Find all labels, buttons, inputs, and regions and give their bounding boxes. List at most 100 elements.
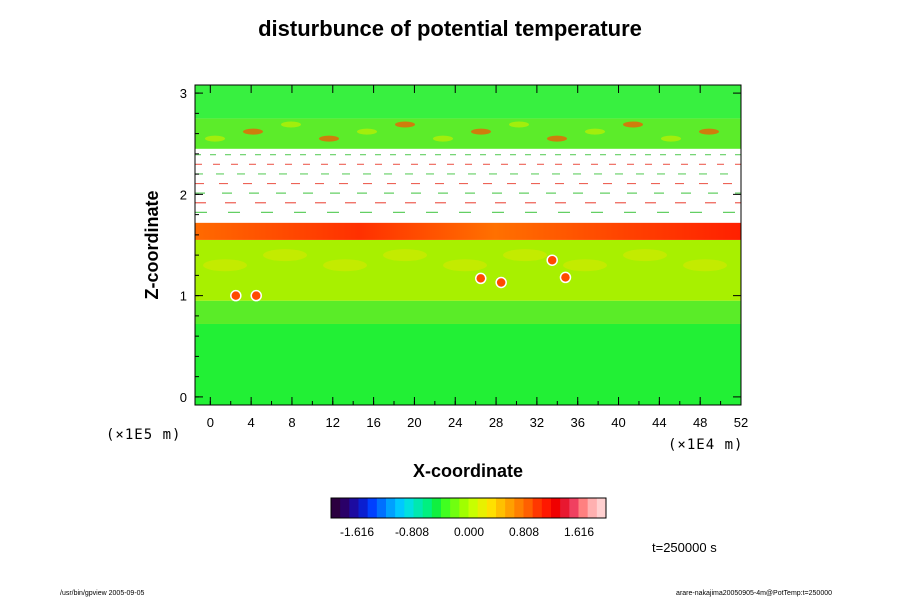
footer-right: arare-nakajima20050905-4m@PotTemp:t=2500… [676, 590, 832, 597]
y-axis: 0 1 2 3 [180, 86, 741, 405]
colorbar-swatch [468, 498, 479, 518]
time-label: t=250000 s [652, 540, 717, 555]
colorbar-swatch [587, 498, 598, 518]
x-tick-label: 8 [288, 415, 295, 430]
x-axis-unit: (×1E4 m) [668, 437, 743, 453]
field-band-0 [195, 323, 741, 405]
colorbar-swatch [551, 498, 561, 518]
colorbar-swatch [331, 498, 341, 518]
field-blob [395, 121, 415, 128]
colorbar-swatch [431, 498, 442, 518]
colorbar-swatch [395, 498, 405, 518]
field-blob [319, 135, 339, 142]
field-blob [509, 121, 529, 128]
colorbar-swatch [560, 498, 570, 518]
hot-spot [559, 271, 572, 284]
footer-left: /usr/bin/gpview 2005-09-05 [60, 590, 145, 597]
field-band-1 [195, 300, 741, 324]
field-plume [443, 259, 487, 272]
field-blob [623, 121, 643, 128]
x-axis-title: X-coordinate [413, 461, 523, 481]
x-tick-label: 16 [366, 415, 380, 430]
colorbar-swatch [477, 498, 488, 518]
hot-spot [546, 254, 558, 266]
colorbar-swatch [541, 498, 552, 518]
colorbar-swatch [404, 498, 414, 518]
colorbar-swatch [578, 498, 589, 518]
colorbar-swatch [340, 498, 350, 518]
heatmap-field [195, 85, 741, 405]
colorbar-tick-label: 0.808 [509, 525, 539, 539]
field-plume [683, 259, 727, 272]
x-axis: 0 4 8 12 16 20 24 28 32 36 40 44 48 52 [207, 85, 748, 430]
colorbar-tick-label: 0.000 [454, 525, 484, 539]
plot-frame [194, 84, 742, 406]
field-plume [323, 259, 367, 272]
colorbar-frame [330, 497, 607, 519]
colorbar-swatch [422, 498, 433, 518]
colorbar-tick-label: 1.616 [564, 525, 594, 539]
colorbar-swatch [523, 498, 534, 518]
hot-spot [475, 272, 487, 285]
field-band-4 [195, 148, 741, 223]
field-blob [585, 128, 605, 135]
y-axis-title: Z-coordinate [142, 190, 162, 299]
colorbar-swatch [413, 498, 424, 518]
x-tick-label: 32 [530, 415, 544, 430]
y-axis-unit: (×1E5 m) [106, 427, 181, 443]
field-plume [383, 249, 427, 262]
x-tick-label: 52 [734, 415, 748, 430]
colorbar-tick-label: -1.616 [340, 525, 374, 539]
field-blob [471, 128, 491, 135]
colorbar-swatch [376, 498, 387, 518]
colorbar-swatch [596, 498, 607, 518]
colorbar-swatch [367, 498, 378, 518]
colorbar-swatch [450, 498, 460, 518]
hot-spot [495, 276, 507, 289]
field-plume [563, 259, 607, 272]
field-band-3 [195, 222, 741, 240]
field-blob [547, 135, 567, 142]
x-tick-label: 4 [248, 415, 255, 430]
x-tick-label: 24 [448, 415, 462, 430]
y-tick-label: 2 [180, 187, 187, 202]
colorbar-swatch [459, 498, 469, 518]
field-blob [281, 121, 301, 128]
field-blob [661, 135, 681, 142]
colorbar-tick-label: -0.808 [395, 525, 429, 539]
x-tick-label: 28 [489, 415, 503, 430]
field-blob [205, 135, 225, 142]
field-plume [203, 259, 247, 272]
x-tick-label: 20 [407, 415, 421, 430]
x-tick-label: 0 [207, 415, 214, 430]
colorbar-swatch [486, 498, 497, 518]
field-band-6 [195, 85, 741, 119]
x-tick-label: 12 [326, 415, 340, 430]
y-tick-label: 0 [180, 390, 187, 405]
field-plume [503, 249, 547, 262]
x-tick-label: 40 [611, 415, 625, 430]
colorbar-swatch [532, 498, 543, 518]
colorbar-swatch [496, 498, 506, 518]
colorbar-swatch [569, 498, 579, 518]
y-tick-label: 1 [180, 289, 187, 304]
field-blob [699, 128, 719, 135]
y-tick-label: 3 [180, 86, 187, 101]
colorbar-swatch [386, 498, 396, 518]
colorbar-swatch [349, 498, 359, 518]
field-band-5 [195, 118, 741, 149]
colorbar-swatch [358, 498, 369, 518]
field-plume [263, 249, 307, 262]
chart-title: disturbunce of potential temperature [258, 16, 642, 41]
field-plume [623, 249, 667, 262]
hot-spot [230, 289, 242, 302]
hot-spot [250, 289, 262, 302]
field-blob [243, 128, 263, 135]
colorbar-swatch [514, 498, 524, 518]
x-tick-label: 36 [570, 415, 584, 430]
x-tick-label: 48 [693, 415, 707, 430]
colorbar: -1.616 -0.808 0.000 0.808 1.616 [330, 497, 607, 539]
colorbar-swatch [441, 498, 451, 518]
colorbar-swatch [505, 498, 515, 518]
